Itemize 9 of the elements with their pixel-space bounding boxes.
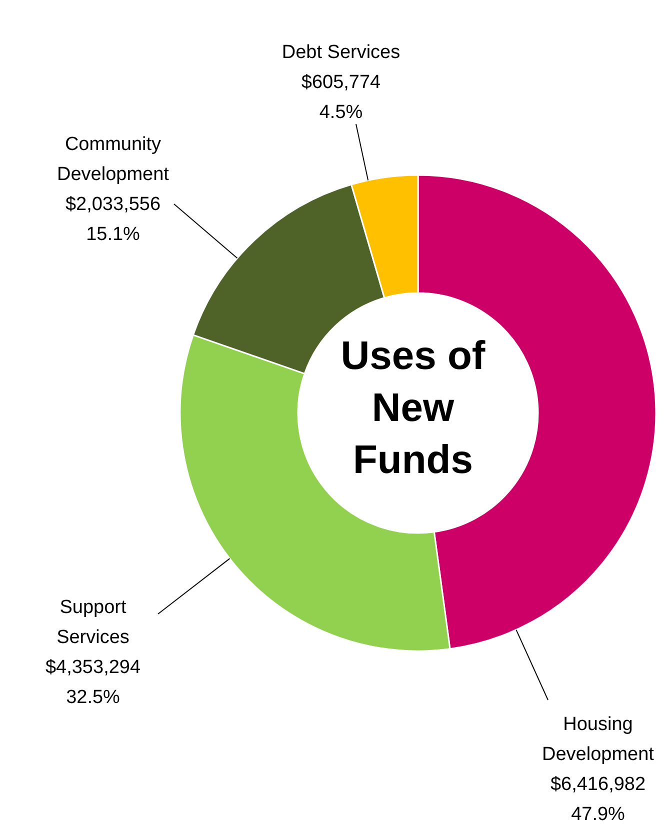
data-label: $6,416,982 47.9%: [550, 774, 646, 825]
slice-label: Support Services: [56, 597, 130, 648]
data-label: $605,774 4.5%: [301, 72, 382, 123]
slice-label: Debt Services: [282, 42, 400, 63]
slice-label: Housing Development: [542, 714, 655, 765]
text: Uses of New Funds: [340, 333, 486, 484]
slice-label: Community Development: [57, 134, 170, 185]
data-label: $4,353,294 32.5%: [45, 657, 141, 708]
data-label: $2,033,556 15.1%: [65, 194, 161, 245]
